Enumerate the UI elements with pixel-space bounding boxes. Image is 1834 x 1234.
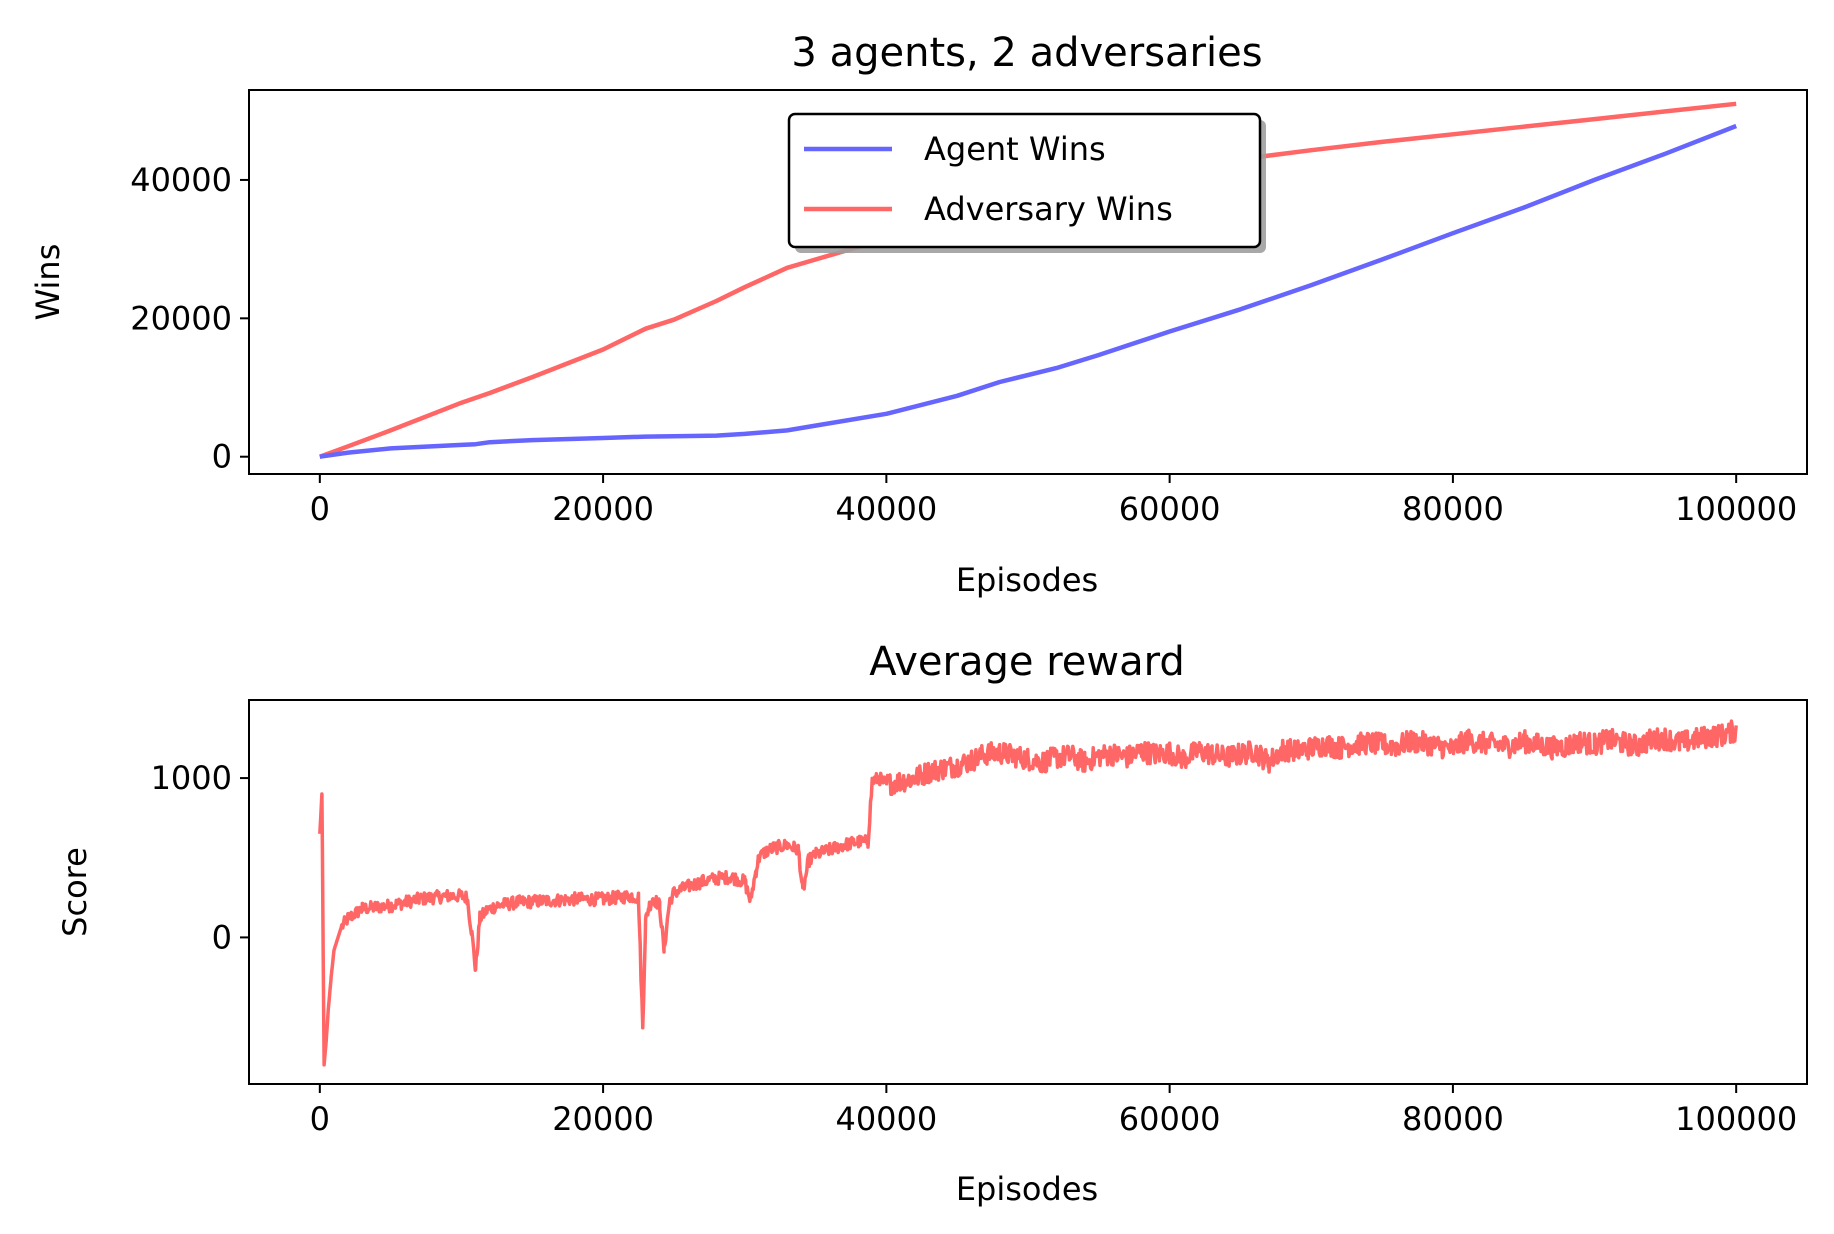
wins-y-axis-label: Wins bbox=[29, 244, 67, 321]
reward-x-ticks: 0 20000 40000 60000 80000 100000 bbox=[310, 1084, 1797, 1138]
series-line-average-reward bbox=[318, 719, 1738, 1067]
x-tick-label: 100000 bbox=[1675, 1100, 1797, 1138]
x-tick-label: 60000 bbox=[1119, 1100, 1221, 1138]
x-tick-label: 40000 bbox=[835, 490, 937, 528]
series-line-agent-wins bbox=[319, 123, 1738, 459]
wins-x-axis-label: Episodes bbox=[956, 561, 1098, 599]
x-tick-label: 0 bbox=[310, 1100, 330, 1138]
reward-y-ticks: 0 1000 bbox=[151, 759, 249, 956]
wins-chart-title: 3 agents, 2 adversaries bbox=[791, 30, 1262, 76]
x-tick-label: 80000 bbox=[1402, 490, 1504, 528]
y-tick-label: 0 bbox=[212, 438, 232, 476]
y-tick-label: 1000 bbox=[151, 759, 232, 797]
reward-chart-title: Average reward bbox=[869, 639, 1185, 685]
x-tick-label: 80000 bbox=[1402, 1100, 1504, 1138]
reward-axes-frame bbox=[248, 699, 1808, 1085]
legend-box bbox=[787, 112, 1262, 249]
x-tick-label: 100000 bbox=[1675, 490, 1797, 528]
x-tick-label: 20000 bbox=[552, 490, 654, 528]
legend-adversary-wins-label: Adversary Wins bbox=[924, 190, 1173, 228]
reward-series-group bbox=[318, 719, 1738, 1067]
x-tick-label: 0 bbox=[310, 490, 330, 528]
y-tick-label: 40000 bbox=[130, 161, 232, 199]
reward-x-axis-label: Episodes bbox=[956, 1170, 1098, 1208]
wins-y-ticks: 0 20000 40000 bbox=[130, 161, 249, 476]
wins-legend: Agent Wins Adversary Wins bbox=[787, 112, 1266, 253]
wins-axes-frame bbox=[248, 89, 1808, 475]
reward-chart: Average reward 0 20000 40000 60000 80000 1000… bbox=[56, 639, 1808, 1208]
legend-agent-wins-label: Agent Wins bbox=[924, 130, 1106, 168]
wins-x-ticks: 0 20000 40000 60000 80000 100000 bbox=[310, 474, 1797, 528]
x-tick-label: 60000 bbox=[1119, 490, 1221, 528]
wins-chart: 3 agents, 2 adversaries 0 20000 40000 60000… bbox=[29, 30, 1808, 599]
y-tick-label: 0 bbox=[212, 918, 232, 956]
x-tick-label: 20000 bbox=[552, 1100, 654, 1138]
reward-y-axis-label: Score bbox=[56, 847, 94, 937]
y-tick-label: 20000 bbox=[130, 299, 232, 337]
x-tick-label: 40000 bbox=[835, 1100, 937, 1138]
